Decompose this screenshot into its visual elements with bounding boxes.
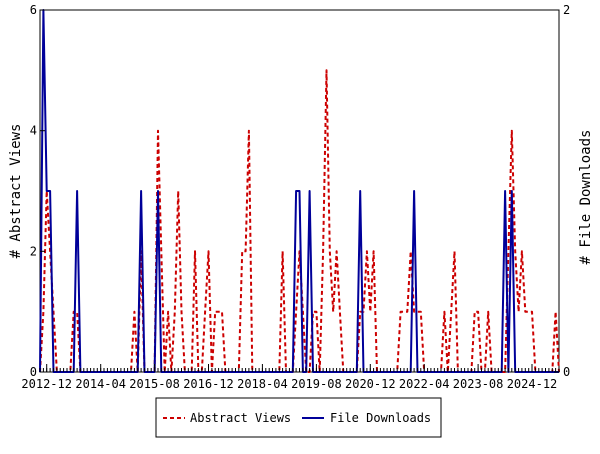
x-tick-label: 2020-12 [345,377,396,391]
y-right-tick-label: 0 [563,365,570,379]
x-tick-label: 2015-08 [129,377,180,391]
legend-label-abstract-views: Abstract Views [190,411,291,425]
y-right-axis-title: # File Downloads [578,130,594,265]
x-tick-label: 2022-04 [399,377,450,391]
x-tick-label: 2014-04 [75,377,126,391]
series-layer [39,9,560,373]
legend-box [155,397,442,438]
x-tick-label: 2019-08 [291,377,342,391]
legend-label-file-downloads: File Downloads [330,411,431,425]
y-left-tick-label: 0 [30,365,37,379]
x-tick-label: 2018-04 [237,377,288,391]
x-tick-label: 2012-12 [21,377,72,391]
tick-layer: 2012-12 2014-04 2015-08 2016-12 2018-04 2019-… [21,3,570,391]
series-line-file-downloads [39,9,559,373]
y-left-axis-title: # Abstract Views [8,124,24,259]
y-left-tick-label: 6 [30,3,37,17]
y-left-tick-label: 4 [30,124,37,138]
x-tick-label: 2023-08 [453,377,504,391]
x-tick-label: 2016-12 [183,377,234,391]
x-tick-label: 2024-12 [507,377,558,391]
legend: Abstract Views File Downloads [155,397,442,438]
y-right-tick-label: 2 [563,3,570,17]
y-left-tick-label: 2 [30,244,37,258]
